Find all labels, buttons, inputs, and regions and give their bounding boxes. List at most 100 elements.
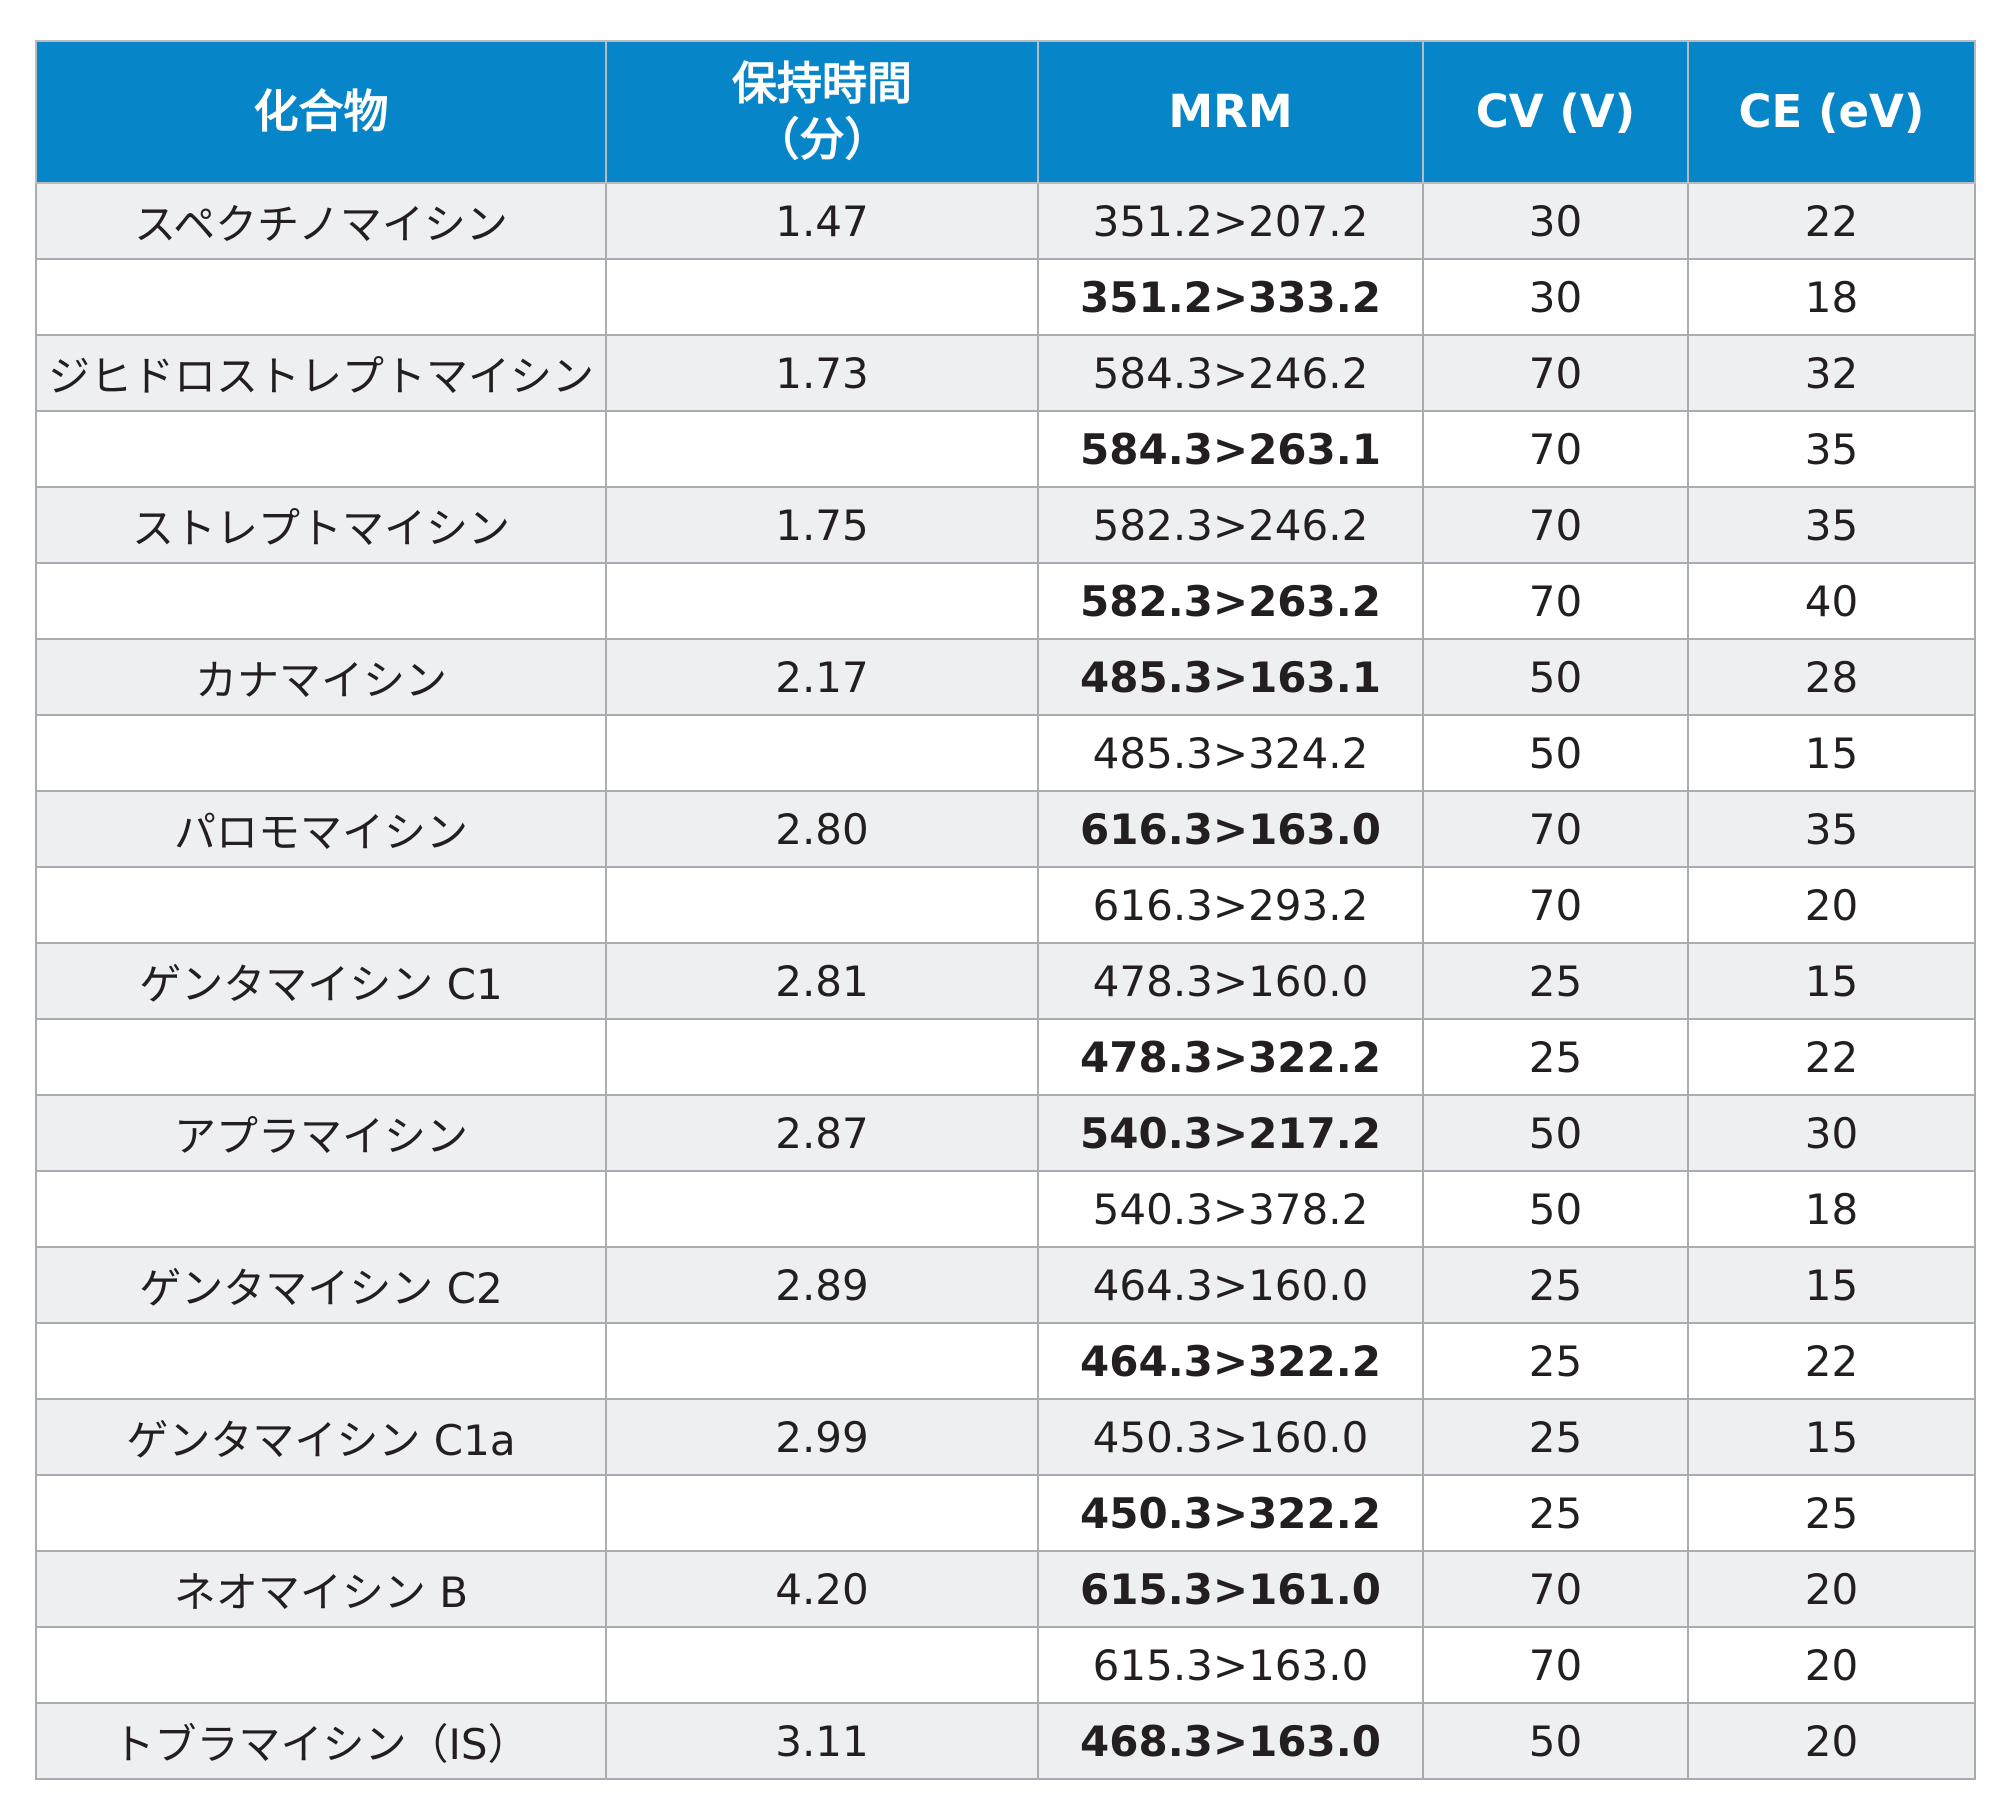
cell-collision-energy: 25 bbox=[1687, 1474, 1976, 1552]
cell-compound: ゲンタマイシン C2 bbox=[35, 1246, 607, 1324]
cell-collision-energy: 20 bbox=[1687, 1702, 1976, 1780]
cell-collision-energy: 40 bbox=[1687, 562, 1976, 640]
cell-compound bbox=[35, 1626, 607, 1704]
mrm-parameters-table-container: 化合物 保持時間 （分） MRM CV (V) CE (eV) スペクチノマイシ… bbox=[35, 40, 1976, 1780]
cell-collision-energy: 30 bbox=[1687, 1094, 1976, 1172]
cell-retention-time: 3.11 bbox=[605, 1702, 1039, 1780]
cell-retention-time bbox=[605, 866, 1039, 944]
table-row: ストレプトマイシン 1.75 582.3>246.2 70 35 bbox=[35, 486, 1976, 564]
cell-collision-energy: 15 bbox=[1687, 714, 1976, 792]
table-row: 584.3>263.1 70 35 bbox=[35, 410, 1976, 488]
header-retention-time: 保持時間 （分） bbox=[605, 40, 1039, 184]
cell-cone-voltage: 25 bbox=[1422, 942, 1689, 1020]
table-row: ゲンタマイシン C2 2.89 464.3>160.0 25 15 bbox=[35, 1246, 1976, 1324]
cell-cone-voltage: 70 bbox=[1422, 410, 1689, 488]
cell-mrm-transition: 450.3>160.0 bbox=[1037, 1398, 1424, 1476]
cell-mrm-transition: 478.3>160.0 bbox=[1037, 942, 1424, 1020]
cell-compound bbox=[35, 1018, 607, 1096]
table-row: 351.2>333.2 30 18 bbox=[35, 258, 1976, 336]
cell-collision-energy: 15 bbox=[1687, 1246, 1976, 1324]
cell-mrm-transition: 540.3>378.2 bbox=[1037, 1170, 1424, 1248]
cell-cone-voltage: 25 bbox=[1422, 1322, 1689, 1400]
cell-cone-voltage: 70 bbox=[1422, 334, 1689, 412]
cell-collision-energy: 20 bbox=[1687, 1626, 1976, 1704]
cell-retention-time bbox=[605, 1626, 1039, 1704]
cell-retention-time: 2.17 bbox=[605, 638, 1039, 716]
cell-cone-voltage: 50 bbox=[1422, 714, 1689, 792]
cell-compound: ゲンタマイシン C1a bbox=[35, 1398, 607, 1476]
cell-cone-voltage: 70 bbox=[1422, 866, 1689, 944]
table-row: 582.3>263.2 70 40 bbox=[35, 562, 1976, 640]
cell-compound: ネオマイシン B bbox=[35, 1550, 607, 1628]
cell-cone-voltage: 50 bbox=[1422, 638, 1689, 716]
table-row: ゲンタマイシン C1 2.81 478.3>160.0 25 15 bbox=[35, 942, 1976, 1020]
cell-collision-energy: 15 bbox=[1687, 1398, 1976, 1476]
cell-mrm-transition: 351.2>333.2 bbox=[1037, 258, 1424, 336]
table-row: 615.3>163.0 70 20 bbox=[35, 1626, 1976, 1704]
cell-collision-energy: 35 bbox=[1687, 486, 1976, 564]
header-retention-time-line2: （分） bbox=[754, 113, 890, 166]
cell-compound bbox=[35, 714, 607, 792]
table-row: トブラマイシン（IS） 3.11 468.3>163.0 50 20 bbox=[35, 1702, 1976, 1780]
cell-collision-energy: 18 bbox=[1687, 1170, 1976, 1248]
cell-collision-energy: 15 bbox=[1687, 942, 1976, 1020]
cell-cone-voltage: 25 bbox=[1422, 1474, 1689, 1552]
cell-mrm-transition: 450.3>322.2 bbox=[1037, 1474, 1424, 1552]
cell-cone-voltage: 50 bbox=[1422, 1702, 1689, 1780]
cell-collision-energy: 22 bbox=[1687, 182, 1976, 260]
cell-compound: ゲンタマイシン C1 bbox=[35, 942, 607, 1020]
cell-cone-voltage: 25 bbox=[1422, 1018, 1689, 1096]
cell-retention-time: 1.73 bbox=[605, 334, 1039, 412]
cell-compound: パロモマイシン bbox=[35, 790, 607, 868]
table-body: スペクチノマイシン 1.47 351.2>207.2 30 22 351.2>333.2 3… bbox=[35, 182, 1976, 1780]
cell-retention-time: 2.89 bbox=[605, 1246, 1039, 1324]
cell-compound bbox=[35, 562, 607, 640]
cell-compound bbox=[35, 866, 607, 944]
cell-retention-time: 1.75 bbox=[605, 486, 1039, 564]
cell-mrm-transition: 616.3>293.2 bbox=[1037, 866, 1424, 944]
table-row: 464.3>322.2 25 22 bbox=[35, 1322, 1976, 1400]
table-row: 616.3>293.2 70 20 bbox=[35, 866, 1976, 944]
cell-collision-energy: 35 bbox=[1687, 410, 1976, 488]
table-row: パロモマイシン 2.80 616.3>163.0 70 35 bbox=[35, 790, 1976, 868]
cell-collision-energy: 22 bbox=[1687, 1322, 1976, 1400]
cell-mrm-transition: 616.3>163.0 bbox=[1037, 790, 1424, 868]
header-retention-time-line1: 保持時間 bbox=[731, 57, 912, 110]
cell-compound: アプラマイシン bbox=[35, 1094, 607, 1172]
cell-compound: トブラマイシン（IS） bbox=[35, 1702, 607, 1780]
cell-retention-time bbox=[605, 258, 1039, 336]
header-cv: CV (V) bbox=[1422, 40, 1689, 184]
cell-cone-voltage: 70 bbox=[1422, 486, 1689, 564]
cell-mrm-transition: 351.2>207.2 bbox=[1037, 182, 1424, 260]
cell-retention-time: 4.20 bbox=[605, 1550, 1039, 1628]
cell-retention-time bbox=[605, 410, 1039, 488]
table-row: 540.3>378.2 50 18 bbox=[35, 1170, 1976, 1248]
cell-mrm-transition: 478.3>322.2 bbox=[1037, 1018, 1424, 1096]
table-row: スペクチノマイシン 1.47 351.2>207.2 30 22 bbox=[35, 182, 1976, 260]
header-mrm: MRM bbox=[1037, 40, 1424, 184]
cell-collision-energy: 22 bbox=[1687, 1018, 1976, 1096]
cell-retention-time: 2.80 bbox=[605, 790, 1039, 868]
cell-compound: スペクチノマイシン bbox=[35, 182, 607, 260]
cell-retention-time: 1.47 bbox=[605, 182, 1039, 260]
header-compound: 化合物 bbox=[35, 40, 607, 184]
cell-compound: ジヒドロストレプトマイシン bbox=[35, 334, 607, 412]
cell-mrm-transition: 464.3>160.0 bbox=[1037, 1246, 1424, 1324]
cell-collision-energy: 20 bbox=[1687, 1550, 1976, 1628]
cell-retention-time bbox=[605, 1474, 1039, 1552]
cell-retention-time bbox=[605, 714, 1039, 792]
cell-mrm-transition: 464.3>322.2 bbox=[1037, 1322, 1424, 1400]
cell-cone-voltage: 30 bbox=[1422, 182, 1689, 260]
cell-retention-time bbox=[605, 1018, 1039, 1096]
cell-mrm-transition: 584.3>263.1 bbox=[1037, 410, 1424, 488]
header-row: 化合物 保持時間 （分） MRM CV (V) CE (eV) bbox=[35, 40, 1976, 184]
cell-retention-time: 2.81 bbox=[605, 942, 1039, 1020]
cell-compound bbox=[35, 1322, 607, 1400]
cell-mrm-transition: 540.3>217.2 bbox=[1037, 1094, 1424, 1172]
cell-cone-voltage: 25 bbox=[1422, 1246, 1689, 1324]
header-ce: CE (eV) bbox=[1687, 40, 1976, 184]
cell-collision-energy: 35 bbox=[1687, 790, 1976, 868]
table-row: カナマイシン 2.17 485.3>163.1 50 28 bbox=[35, 638, 1976, 716]
cell-mrm-transition: 584.3>246.2 bbox=[1037, 334, 1424, 412]
table-header: 化合物 保持時間 （分） MRM CV (V) CE (eV) bbox=[35, 40, 1976, 184]
